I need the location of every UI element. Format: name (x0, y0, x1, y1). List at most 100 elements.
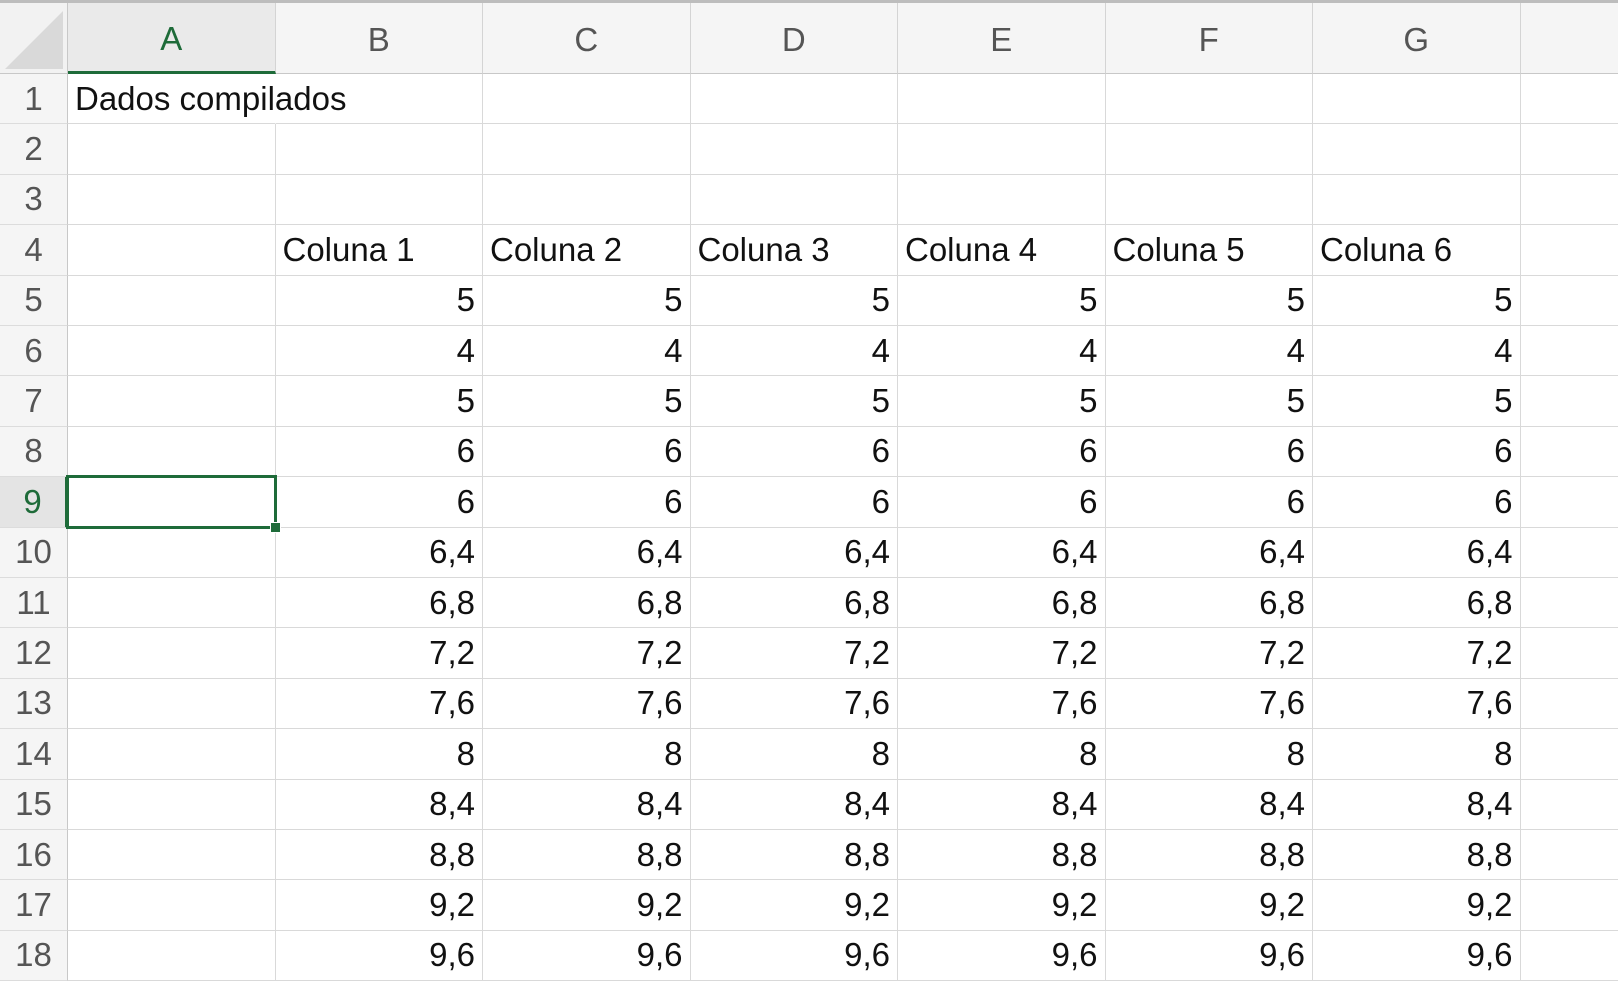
cell-a6[interactable] (68, 326, 276, 377)
cell-f9[interactable]: 6 (1105, 477, 1313, 528)
cell-g5[interactable]: 5 (1313, 275, 1521, 326)
cell-c6[interactable]: 4 (483, 326, 691, 377)
cell-a9[interactable] (68, 477, 276, 528)
cell-f15[interactable]: 8,4 (1105, 779, 1313, 830)
cell-overflow[interactable] (1520, 578, 1618, 629)
row-header-15[interactable]: 15 (0, 779, 68, 830)
cell-overflow[interactable] (1520, 779, 1618, 830)
cell-e13[interactable]: 7,6 (898, 678, 1106, 730)
cell-f12[interactable]: 7,2 (1105, 628, 1313, 679)
fill-handle[interactable] (269, 521, 281, 533)
cell-a7[interactable] (68, 376, 276, 427)
column-header-f[interactable]: F (1105, 3, 1313, 74)
cell-b18[interactable]: 9,6 (275, 930, 483, 982)
cell-g10[interactable]: 6,4 (1313, 527, 1521, 578)
cell-a16[interactable] (68, 830, 276, 881)
cell-b8[interactable]: 6 (275, 426, 483, 478)
cell-a14[interactable] (68, 729, 276, 780)
cell-g18[interactable]: 9,6 (1313, 930, 1521, 982)
cell-e3[interactable] (898, 174, 1106, 226)
cell-a12[interactable] (68, 628, 276, 679)
cell-overflow[interactable] (1520, 174, 1618, 226)
cell-e9[interactable]: 6 (898, 477, 1106, 528)
cell-b6[interactable]: 4 (275, 326, 483, 377)
cell-a13[interactable] (68, 678, 276, 730)
cell-c13[interactable]: 7,6 (483, 678, 691, 730)
column-header-c[interactable]: C (483, 3, 691, 74)
cell-overflow[interactable] (1520, 326, 1618, 377)
cell-e5[interactable]: 5 (898, 275, 1106, 326)
cell-e8[interactable]: 6 (898, 426, 1106, 478)
cell-f17[interactable]: 9,2 (1105, 880, 1313, 931)
cell-c17[interactable]: 9,2 (483, 880, 691, 931)
cell-a2[interactable] (68, 124, 276, 175)
cell-a8[interactable] (68, 426, 276, 478)
cell-f13[interactable]: 7,6 (1105, 678, 1313, 730)
cell-c7[interactable]: 5 (483, 376, 691, 427)
cell-d11[interactable]: 6,8 (690, 578, 898, 629)
cell-overflow[interactable] (1520, 880, 1618, 931)
column-header-g[interactable]: G (1313, 3, 1521, 74)
cell-d4[interactable]: Coluna 3 (690, 225, 898, 276)
cell-d16[interactable]: 8,8 (690, 830, 898, 881)
cell-d3[interactable] (690, 174, 898, 226)
cell-f7[interactable]: 5 (1105, 376, 1313, 427)
row-header-11[interactable]: 11 (0, 578, 68, 629)
cell-d15[interactable]: 8,4 (690, 779, 898, 830)
cell-e6[interactable]: 4 (898, 326, 1106, 377)
row-header-4[interactable]: 4 (0, 225, 68, 276)
cell-overflow[interactable] (1520, 678, 1618, 730)
cell-a18[interactable] (68, 930, 276, 982)
cell-overflow[interactable] (1520, 225, 1618, 276)
cell-b12[interactable]: 7,2 (275, 628, 483, 679)
cell-a3[interactable] (68, 174, 276, 226)
cell-b2[interactable] (275, 124, 483, 175)
cell-g1[interactable] (1313, 74, 1521, 125)
cell-f5[interactable]: 5 (1105, 275, 1313, 326)
cell-overflow[interactable] (1520, 830, 1618, 881)
row-header-9[interactable]: 9 (0, 477, 68, 528)
cell-d6[interactable]: 4 (690, 326, 898, 377)
row-header-13[interactable]: 13 (0, 678, 68, 730)
cell-e1[interactable] (898, 74, 1106, 125)
row-header-1[interactable]: 1 (0, 74, 68, 125)
cell-d14[interactable]: 8 (690, 729, 898, 780)
cell-d17[interactable]: 9,2 (690, 880, 898, 931)
cell-d12[interactable]: 7,2 (690, 628, 898, 679)
cell-e18[interactable]: 9,6 (898, 930, 1106, 982)
row-header-14[interactable]: 14 (0, 729, 68, 780)
cell-c5[interactable]: 5 (483, 275, 691, 326)
cell-overflow[interactable] (1520, 376, 1618, 427)
cell-a5[interactable] (68, 275, 276, 326)
row-header-12[interactable]: 12 (0, 628, 68, 679)
row-header-17[interactable]: 17 (0, 880, 68, 931)
cell-overflow[interactable] (1520, 628, 1618, 679)
cell-g11[interactable]: 6,8 (1313, 578, 1521, 629)
cell-d9[interactable]: 6 (690, 477, 898, 528)
cell-d18[interactable]: 9,6 (690, 930, 898, 982)
cell-a17[interactable] (68, 880, 276, 931)
row-header-7[interactable]: 7 (0, 376, 68, 427)
cell-e15[interactable]: 8,4 (898, 779, 1106, 830)
row-header-8[interactable]: 8 (0, 426, 68, 478)
cell-g16[interactable]: 8,8 (1313, 830, 1521, 881)
cell-g2[interactable] (1313, 124, 1521, 175)
cell-g9[interactable]: 6 (1313, 477, 1521, 528)
cell-c4[interactable]: Coluna 2 (483, 225, 691, 276)
cell-overflow[interactable] (1520, 930, 1618, 982)
cell-a4[interactable] (68, 225, 276, 276)
cell-f11[interactable]: 6,8 (1105, 578, 1313, 629)
cell-b9[interactable]: 6 (275, 477, 483, 528)
cell-b15[interactable]: 8,4 (275, 779, 483, 830)
cell-e7[interactable]: 5 (898, 376, 1106, 427)
cell-c2[interactable] (483, 124, 691, 175)
cell-a10[interactable] (68, 527, 276, 578)
cell-b5[interactable]: 5 (275, 275, 483, 326)
cell-c9[interactable]: 6 (483, 477, 691, 528)
column-header-b[interactable]: B (275, 3, 483, 74)
cell-e14[interactable]: 8 (898, 729, 1106, 780)
cell-f6[interactable]: 4 (1105, 326, 1313, 377)
cell-d8[interactable]: 6 (690, 426, 898, 478)
cell-b7[interactable]: 5 (275, 376, 483, 427)
